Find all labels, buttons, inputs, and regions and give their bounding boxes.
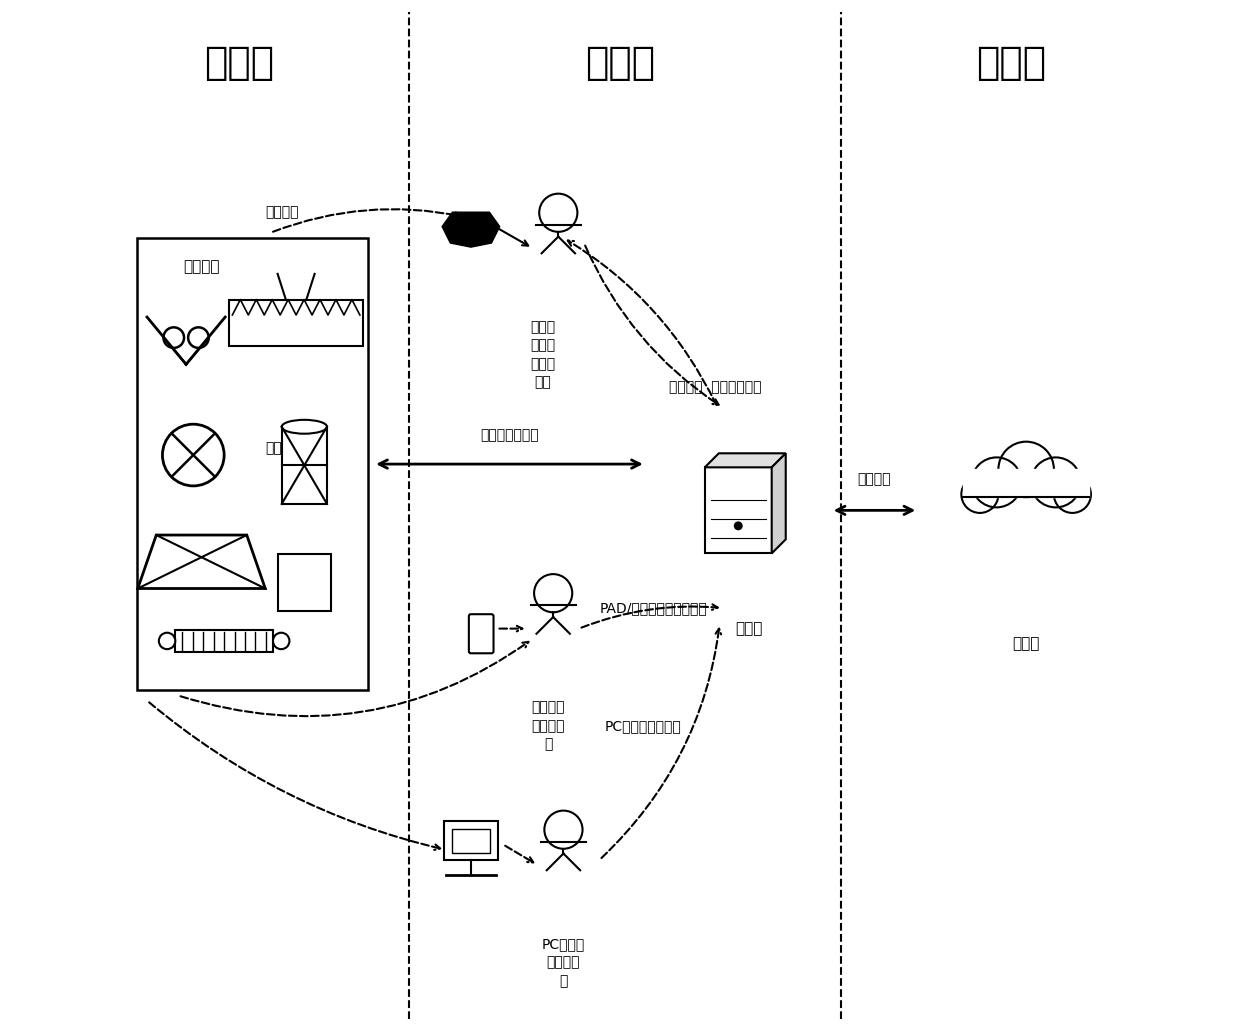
Text: 交互层: 交互层 <box>585 44 655 82</box>
Text: 间接控制: 间接控制 <box>265 205 299 220</box>
Polygon shape <box>443 212 500 247</box>
Circle shape <box>273 633 289 650</box>
Ellipse shape <box>281 420 327 434</box>
Circle shape <box>972 458 1022 507</box>
FancyBboxPatch shape <box>444 821 497 860</box>
Circle shape <box>1054 476 1091 513</box>
Text: 移动巡检  监控（无线）: 移动巡检 监控（无线） <box>670 380 761 394</box>
Text: 数据传输: 数据传输 <box>858 472 892 487</box>
Text: PC监控端
的工作人
员: PC监控端 的工作人 员 <box>542 937 585 988</box>
FancyBboxPatch shape <box>963 469 1089 497</box>
Polygon shape <box>771 454 786 554</box>
Circle shape <box>159 633 175 650</box>
FancyBboxPatch shape <box>453 830 490 853</box>
Text: 移动端远
程工作人
员: 移动端远 程工作人 员 <box>531 701 564 752</box>
Text: 计算层: 计算层 <box>976 44 1045 82</box>
Text: 间接控制: 间接控制 <box>265 441 299 456</box>
Circle shape <box>998 441 1054 497</box>
Text: 服务器: 服务器 <box>735 621 763 636</box>
FancyBboxPatch shape <box>136 238 368 691</box>
Text: 增强现
实端巡
检工作
人员: 增强现 实端巡 检工作 人员 <box>531 321 556 390</box>
FancyBboxPatch shape <box>281 427 327 504</box>
Circle shape <box>734 522 743 530</box>
Text: 云计算: 云计算 <box>1013 636 1040 652</box>
Text: PAD/手机端监控（无线）: PAD/手机端监控（无线） <box>599 601 707 616</box>
Circle shape <box>961 476 998 513</box>
FancyBboxPatch shape <box>175 630 273 653</box>
Circle shape <box>1030 458 1081 507</box>
Text: 数据采集与驱动: 数据采集与驱动 <box>480 428 538 442</box>
Text: 间接控制: 间接控制 <box>177 632 211 645</box>
FancyBboxPatch shape <box>963 469 1089 497</box>
Polygon shape <box>704 454 786 467</box>
FancyBboxPatch shape <box>278 554 331 610</box>
Text: PC端监控（有线）: PC端监控（有线） <box>605 720 681 733</box>
Text: 设备层: 设备层 <box>205 44 274 82</box>
Text: 各类设备: 各类设备 <box>184 259 219 274</box>
FancyBboxPatch shape <box>704 467 771 554</box>
FancyBboxPatch shape <box>469 614 494 654</box>
